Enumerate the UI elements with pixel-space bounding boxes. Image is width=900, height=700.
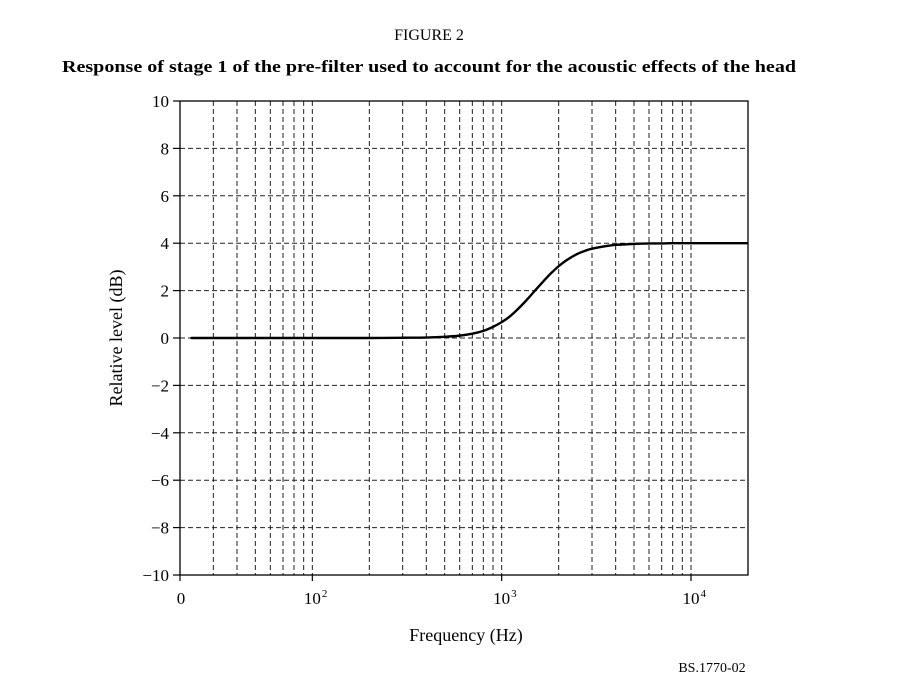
- series-line: [190, 241, 748, 340]
- y-tick-label: 2: [161, 282, 170, 301]
- x-tick-label-exponent: 4: [701, 588, 707, 600]
- series-layer: [190, 241, 748, 340]
- x-tick-label: 0: [177, 589, 186, 608]
- x-tick-label-base: 10: [493, 589, 510, 608]
- chart-title: Response of stage 1 of the pre-filter us…: [62, 57, 797, 76]
- y-tick-label: −2: [151, 376, 169, 395]
- y-axis-label: Relative level (dB): [106, 270, 127, 407]
- x-axis-label: Frequency (Hz): [409, 625, 522, 646]
- x-tick-label: 104: [683, 588, 707, 608]
- y-tick-label: 8: [161, 139, 170, 158]
- y-tick-label: 6: [161, 187, 170, 206]
- y-tick-label: −8: [151, 519, 169, 538]
- y-tick-label: 0: [161, 329, 170, 348]
- x-tick-label-exponent: 3: [511, 588, 517, 600]
- y-tick-label: 4: [161, 234, 170, 253]
- y-tick-label: −10: [142, 566, 169, 585]
- y-tick-label: −4: [151, 424, 170, 443]
- axis-ticks: [173, 100, 692, 581]
- figure-label: FIGURE 2: [394, 27, 464, 44]
- y-tick-label: 10: [152, 92, 169, 111]
- figure-reference: BS.1770-02: [678, 661, 745, 676]
- x-tick-label-exponent: 2: [322, 588, 328, 600]
- x-tick-label: 103: [493, 588, 517, 608]
- x-tick-label: 102: [304, 588, 328, 608]
- y-tick-label: −6: [151, 471, 169, 490]
- plot-frame: [179, 100, 749, 576]
- grid: [180, 101, 748, 575]
- x-tick-label-base: 10: [683, 589, 700, 608]
- x-tick-label-base: 10: [304, 589, 321, 608]
